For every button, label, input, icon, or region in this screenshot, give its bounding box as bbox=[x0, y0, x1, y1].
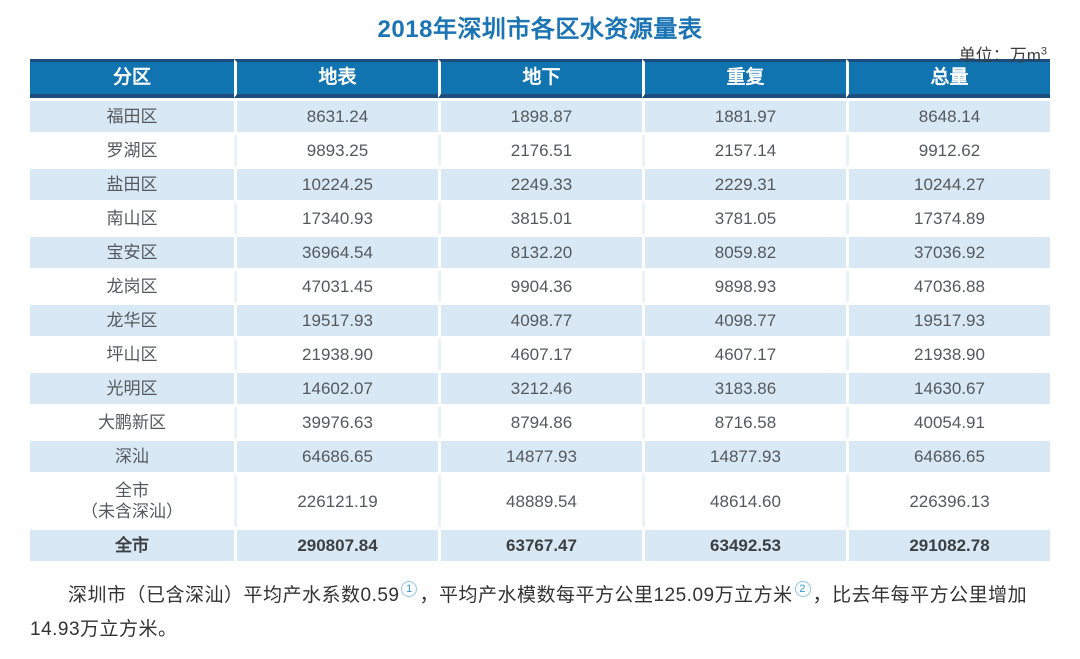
table-row: 龙华区 19517.93 4098.77 4098.77 19517.93 bbox=[30, 305, 1050, 336]
table-row: 宝安区 36964.54 8132.20 8059.82 37036.92 bbox=[30, 237, 1050, 268]
value-cell: 8648.14 bbox=[846, 101, 1050, 132]
value-cell: 36964.54 bbox=[234, 237, 438, 268]
unit-text: 单位：万m bbox=[958, 46, 1041, 65]
value-cell: 1898.87 bbox=[438, 101, 642, 132]
value-cell: 47031.45 bbox=[234, 271, 438, 302]
value-cell: 226121.19 bbox=[234, 475, 438, 527]
table-row: 坪山区 21938.90 4607.17 4607.17 21938.90 bbox=[30, 339, 1050, 370]
value-cell: 63492.53 bbox=[642, 530, 846, 561]
footnote-text: ，平均产水模数每平方公里125.09万立方米 bbox=[419, 585, 793, 606]
value-cell: 48889.54 bbox=[438, 475, 642, 527]
table-row: 龙岗区 47031.45 9904.36 9898.93 47036.88 bbox=[30, 271, 1050, 302]
value-cell: 48614.60 bbox=[642, 475, 846, 527]
page-title: 2018年深圳市各区水资源量表 bbox=[377, 16, 703, 43]
value-cell: 19517.93 bbox=[234, 305, 438, 336]
column-header-surface: 地表 bbox=[234, 59, 438, 98]
value-cell: 10224.25 bbox=[234, 169, 438, 200]
unit-exponent: 3 bbox=[1040, 45, 1047, 58]
column-header-total: 总量 bbox=[846, 59, 1050, 98]
value-cell: 2157.14 bbox=[642, 135, 846, 166]
unit-label: 单位：万m3 bbox=[959, 41, 1047, 66]
footnote-text: ，比去年每平方公里增加14.93万立方米。 bbox=[30, 585, 1028, 640]
district-cell: 龙华区 bbox=[30, 305, 234, 336]
value-cell: 21938.90 bbox=[234, 339, 438, 370]
value-cell: 21938.90 bbox=[846, 339, 1050, 370]
table-row: 罗湖区 9893.25 2176.51 2157.14 9912.62 bbox=[30, 135, 1050, 166]
value-cell: 3212.46 bbox=[438, 373, 642, 404]
district-cell: 坪山区 bbox=[30, 339, 234, 370]
value-cell: 4607.17 bbox=[642, 339, 846, 370]
value-cell: 226396.13 bbox=[846, 475, 1050, 527]
district-cell: 深汕 bbox=[30, 441, 234, 472]
value-cell: 14630.67 bbox=[846, 373, 1050, 404]
value-cell: 10244.27 bbox=[846, 169, 1050, 200]
value-cell: 64686.65 bbox=[234, 441, 438, 472]
table-header-row: 分区 地表 地下 重复 总量 bbox=[30, 59, 1050, 98]
footnote-text: 深圳市（已含深汕）平均产水系数0.59 bbox=[68, 585, 400, 606]
district-cell: 福田区 bbox=[30, 101, 234, 132]
value-cell: 290807.84 bbox=[234, 530, 438, 561]
value-cell: 63767.47 bbox=[438, 530, 642, 561]
table-row: 大鹏新区 39976.63 8794.86 8716.58 40054.91 bbox=[30, 407, 1050, 438]
value-cell: 8132.20 bbox=[438, 237, 642, 268]
footnote-ref-2: 2 bbox=[794, 581, 811, 597]
value-cell: 3781.05 bbox=[642, 203, 846, 234]
value-cell: 19517.93 bbox=[846, 305, 1050, 336]
value-cell: 8794.86 bbox=[438, 407, 642, 438]
water-resources-table: 分区 地表 地下 重复 总量 福田区 8631.24 1898.87 1881.97 8… bbox=[30, 56, 1050, 564]
table-row: 南山区 17340.93 3815.01 3781.05 17374.89 bbox=[30, 203, 1050, 234]
value-cell: 8716.58 bbox=[642, 407, 846, 438]
district-cell: 宝安区 bbox=[30, 237, 234, 268]
column-header-duplicate: 重复 bbox=[642, 59, 846, 98]
value-cell: 1881.97 bbox=[642, 101, 846, 132]
value-cell: 2249.33 bbox=[438, 169, 642, 200]
value-cell: 64686.65 bbox=[846, 441, 1050, 472]
table-row: 全市 290807.84 63767.47 63492.53 291082.78 bbox=[30, 530, 1050, 561]
value-cell: 9893.25 bbox=[234, 135, 438, 166]
value-cell: 4098.77 bbox=[642, 305, 846, 336]
water-resources-report: 2018年深圳市各区水资源量表 单位：万m3 分区 地表 地下 重复 总量 福田… bbox=[0, 15, 1080, 659]
footnote: 深圳市（已含深汕）平均产水系数0.59 1 ，平均产水模数每平方公里125.09万立… bbox=[30, 579, 1050, 647]
value-cell: 3815.01 bbox=[438, 203, 642, 234]
value-cell: 8059.82 bbox=[642, 237, 846, 268]
value-cell: 39976.63 bbox=[234, 407, 438, 438]
table-row: 深汕 64686.65 14877.93 14877.93 64686.65 bbox=[30, 441, 1050, 472]
value-cell: 4607.17 bbox=[438, 339, 642, 370]
district-cell: 盐田区 bbox=[30, 169, 234, 200]
value-cell: 37036.92 bbox=[846, 237, 1050, 268]
district-cell: 龙岗区 bbox=[30, 271, 234, 302]
value-cell: 14877.93 bbox=[438, 441, 642, 472]
value-cell: 291082.78 bbox=[846, 530, 1050, 561]
footnote-ref-1: 1 bbox=[401, 581, 418, 597]
value-cell: 3183.86 bbox=[642, 373, 846, 404]
column-header-district: 分区 bbox=[30, 59, 234, 98]
district-cell: 全市 （未含深汕） bbox=[30, 475, 234, 527]
column-header-underground: 地下 bbox=[438, 59, 642, 98]
value-cell: 14602.07 bbox=[234, 373, 438, 404]
table-row: 全市 （未含深汕） 226121.19 48889.54 48614.60 226396… bbox=[30, 475, 1050, 527]
value-cell: 14877.93 bbox=[642, 441, 846, 472]
value-cell: 17374.89 bbox=[846, 203, 1050, 234]
value-cell: 8631.24 bbox=[234, 101, 438, 132]
value-cell: 2229.31 bbox=[642, 169, 846, 200]
value-cell: 2176.51 bbox=[438, 135, 642, 166]
table-row: 光明区 14602.07 3212.46 3183.86 14630.67 bbox=[30, 373, 1050, 404]
district-cell: 南山区 bbox=[30, 203, 234, 234]
district-cell: 罗湖区 bbox=[30, 135, 234, 166]
value-cell: 9904.36 bbox=[438, 271, 642, 302]
district-cell: 光明区 bbox=[30, 373, 234, 404]
table-row: 福田区 8631.24 1898.87 1881.97 8648.14 bbox=[30, 101, 1050, 132]
district-cell: 大鹏新区 bbox=[30, 407, 234, 438]
district-cell: 全市 bbox=[30, 530, 234, 561]
value-cell: 47036.88 bbox=[846, 271, 1050, 302]
value-cell: 17340.93 bbox=[234, 203, 438, 234]
value-cell: 9898.93 bbox=[642, 271, 846, 302]
value-cell: 40054.91 bbox=[846, 407, 1050, 438]
value-cell: 9912.62 bbox=[846, 135, 1050, 166]
table-row: 盐田区 10224.25 2249.33 2229.31 10244.27 bbox=[30, 169, 1050, 200]
value-cell: 4098.77 bbox=[438, 305, 642, 336]
